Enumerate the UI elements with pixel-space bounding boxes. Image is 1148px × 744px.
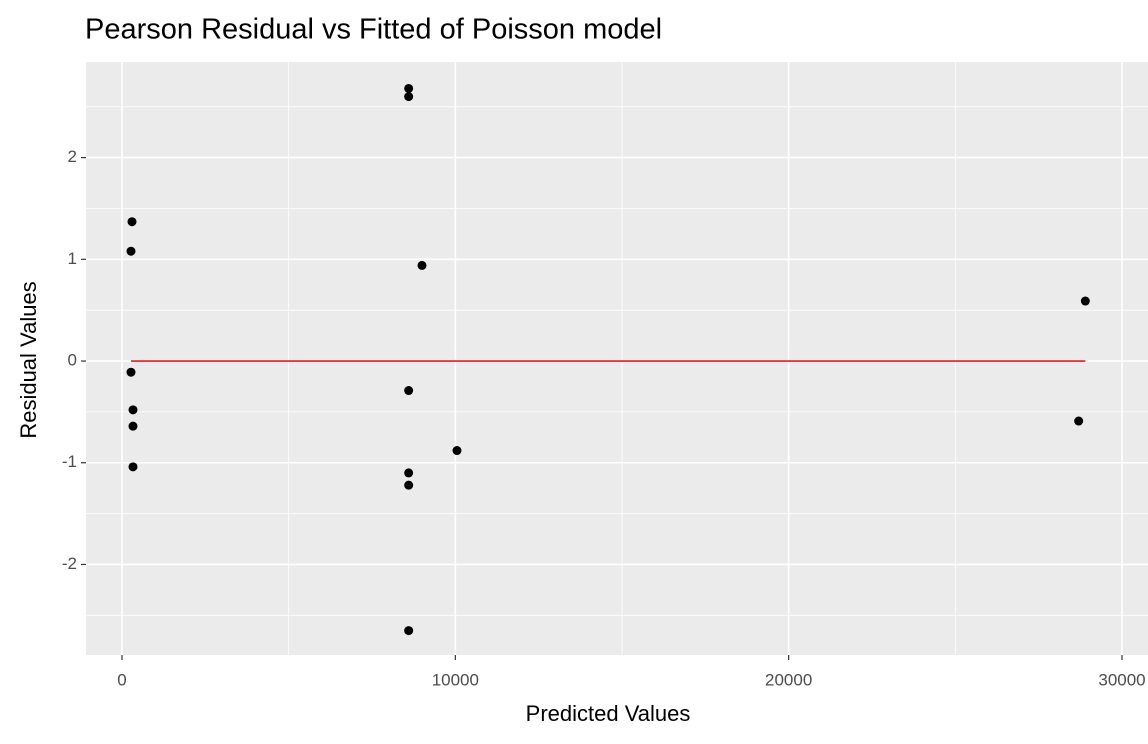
point [126,246,136,256]
x-tick-label: 30000 [1098,670,1145,689]
point [404,386,414,396]
point [404,83,414,93]
y-tick-label: 1 [68,249,77,268]
x-axis-title: Predicted Values [526,701,691,726]
point [1080,296,1090,306]
panel [86,62,1148,655]
point [128,462,138,472]
point [417,260,427,270]
point [404,480,414,490]
y-axis-title: Residual Values [16,281,41,438]
point [128,421,138,431]
point [128,405,138,415]
y-tick-label: 0 [68,351,77,370]
point [404,92,414,102]
x-tick-label: 10000 [432,670,479,689]
point [404,626,414,636]
point [126,367,136,377]
x-tick-label: 20000 [765,670,812,689]
point [1074,416,1084,426]
chart-title: Pearson Residual vs Fitted of Poisson mo… [85,14,662,46]
point [127,217,137,227]
y-tick-label: 2 [68,147,77,166]
y-tick-label: -2 [62,554,77,573]
point [404,468,414,478]
point [452,446,462,456]
x-tick-label: 0 [117,670,126,689]
y-tick-label: -1 [62,452,77,471]
